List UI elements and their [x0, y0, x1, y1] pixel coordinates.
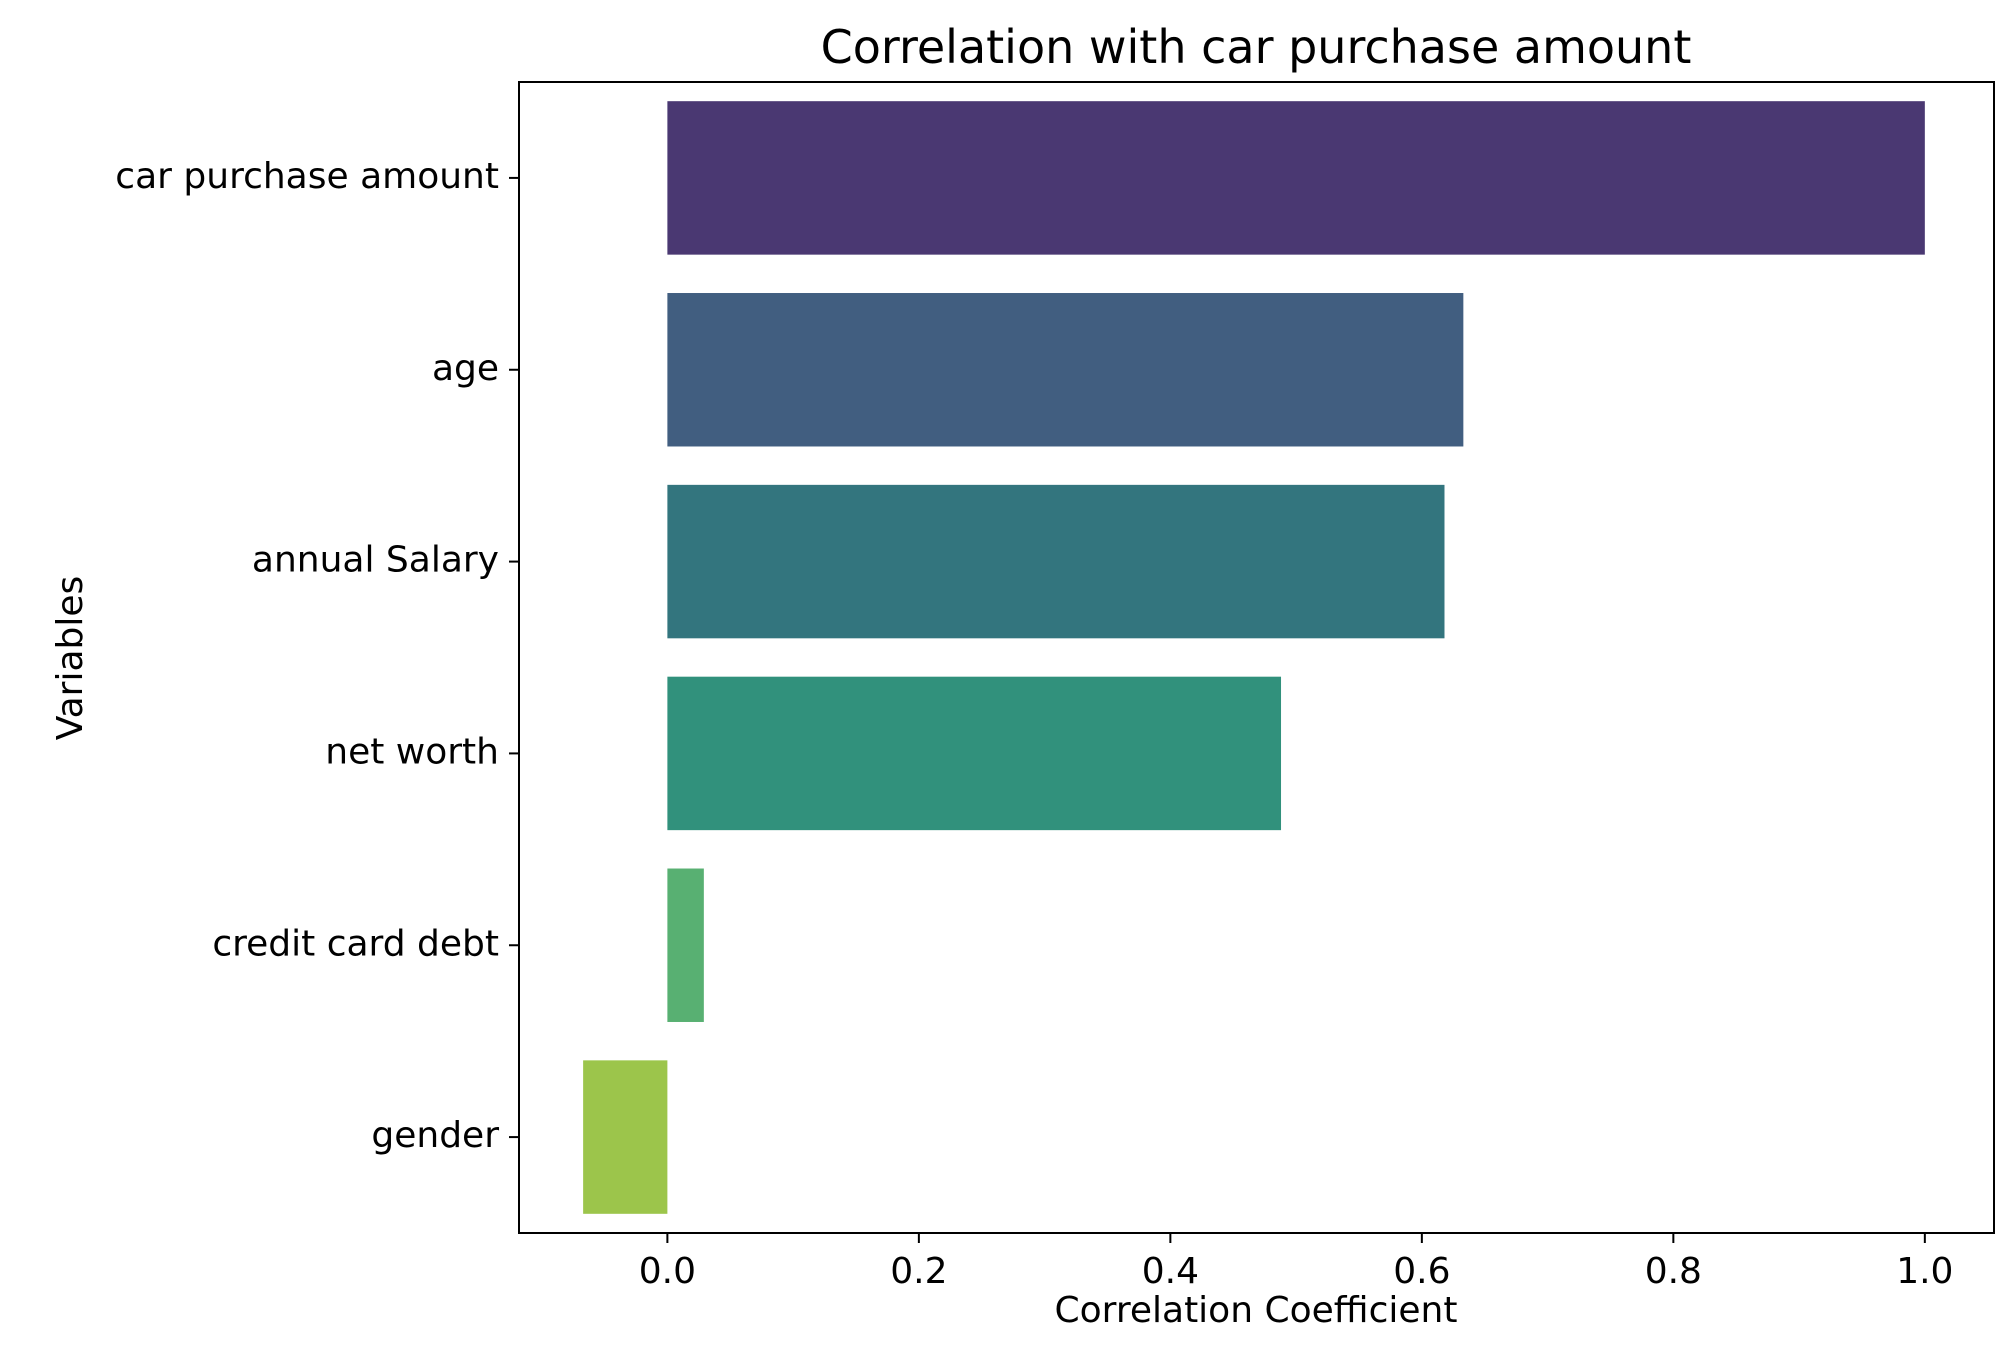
plot-frame: [518, 81, 1995, 1234]
y-tick-label: annual Salary: [252, 540, 499, 581]
y-tick-label: gender: [371, 1115, 499, 1156]
x-axis-ticks: 0.0 0.2 0.4 0.6 0.8 1.0: [639, 1233, 1953, 1292]
bar-net-worth: [667, 676, 1282, 831]
y-axis-label: Variables: [50, 576, 91, 741]
bar-credit-card-debt: [667, 868, 704, 1022]
x-tick-label: 0.0: [639, 1251, 696, 1292]
chart-title: Correlation with car purchase amount: [821, 20, 1692, 74]
bar-gender: [583, 1060, 668, 1214]
x-tick-label: 1.0: [1896, 1251, 1953, 1292]
x-tick-label: 0.6: [1393, 1251, 1450, 1292]
y-tick-label: credit card debt: [212, 923, 499, 964]
bar-age: [667, 293, 1464, 447]
y-tick-label: age: [432, 348, 499, 389]
x-tick-label: 0.4: [1142, 1251, 1199, 1292]
bars-layer: [583, 101, 1925, 1214]
x-tick-label: 0.8: [1645, 1251, 1702, 1292]
x-axis-label: Correlation Coefficient: [1055, 1290, 1458, 1331]
y-tick-label: car purchase amount: [115, 156, 499, 197]
bar-annual-salary: [667, 484, 1445, 639]
y-tick-label: net worth: [325, 731, 499, 772]
x-tick-label: 0.2: [890, 1251, 947, 1292]
bar-car-purchase-amount: [667, 101, 1925, 255]
y-axis-ticks: car purchase amount age annual Salary net w…: [115, 156, 519, 1156]
